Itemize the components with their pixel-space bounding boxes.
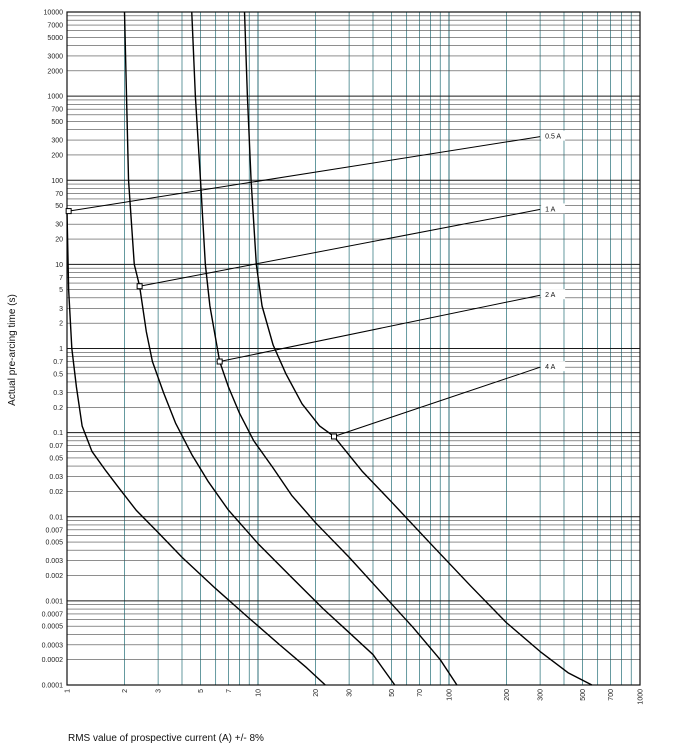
annotation-label: 0.5 A bbox=[545, 134, 561, 141]
x-tick-label: 500 bbox=[580, 689, 587, 701]
x-tick-label: 10 bbox=[256, 689, 263, 697]
annotation-label-bg bbox=[541, 361, 566, 372]
y-tick-label: 0.03 bbox=[49, 474, 63, 481]
x-tick-label: 70 bbox=[417, 689, 424, 697]
y-tick-label: 0.5 bbox=[53, 371, 63, 378]
y-tick-label: 7 bbox=[59, 275, 63, 282]
y-tick-label: 20 bbox=[55, 237, 63, 244]
y-tick-label: 5 bbox=[59, 287, 63, 294]
annotation-label-bg bbox=[541, 130, 566, 141]
x-tick-label: 5 bbox=[198, 689, 205, 693]
y-tick-label: 0.2 bbox=[53, 405, 63, 412]
curves bbox=[66, 11, 593, 686]
y-tick-label: 3 bbox=[59, 306, 63, 313]
y-tick-label: 0.0007 bbox=[42, 611, 64, 618]
x-tick-label: 1 bbox=[65, 689, 72, 693]
x-tick-label: 300 bbox=[538, 689, 545, 701]
tick-labels: 1000070005000300020001000700500300200100… bbox=[42, 10, 645, 705]
y-tick-label: 0.0002 bbox=[42, 657, 64, 664]
y-tick-label: 0.02 bbox=[49, 489, 63, 496]
y-tick-label: 0.07 bbox=[49, 443, 63, 450]
y-tick-label: 700 bbox=[51, 107, 63, 114]
plot-frame bbox=[66, 11, 641, 686]
x-tick-label: 30 bbox=[347, 689, 354, 697]
x-tick-label: 20 bbox=[313, 689, 320, 697]
annotation-label: 4 A bbox=[545, 364, 555, 371]
annotation-marker bbox=[136, 283, 143, 290]
y-tick-label: 0.1 bbox=[53, 430, 63, 437]
annotation-marker bbox=[331, 433, 338, 440]
annotation-leader bbox=[333, 366, 541, 437]
x-axis-label: RMS value of prospective current (A) +/-… bbox=[68, 733, 264, 744]
y-tick-label: 300 bbox=[51, 138, 63, 145]
y-tick-label: 0.001 bbox=[45, 598, 63, 605]
x-tick-label: 100 bbox=[447, 689, 454, 701]
x-tick-label: 7 bbox=[226, 689, 233, 693]
y-tick-label: 0.005 bbox=[45, 540, 63, 547]
annotation-label: 2 A bbox=[545, 292, 555, 299]
annotation-marker bbox=[216, 358, 223, 365]
y-tick-label: 0.05 bbox=[49, 455, 63, 462]
y-tick-label: 2000 bbox=[47, 68, 63, 75]
y-tick-label: 5000 bbox=[47, 35, 63, 42]
annotation-leader bbox=[68, 136, 541, 212]
series-line-0-5-a bbox=[66, 211, 326, 686]
annotation-label: 1 A bbox=[545, 206, 555, 213]
series-line-4-a bbox=[243, 11, 593, 686]
annotations: 0.5 A 1 A 2 A 4 A bbox=[65, 130, 566, 440]
y-tick-label: 70 bbox=[55, 191, 63, 198]
x-tick-label: 2 bbox=[122, 689, 129, 693]
x-tick-label: 50 bbox=[389, 689, 396, 697]
annotation-leader bbox=[139, 208, 541, 287]
y-tick-label: 0.003 bbox=[45, 558, 63, 565]
y-tick-label: 1000 bbox=[47, 94, 63, 101]
y-tick-label: 10 bbox=[55, 262, 63, 269]
grid bbox=[66, 12, 640, 686]
y-tick-label: 50 bbox=[55, 203, 63, 210]
y-tick-label: 0.0005 bbox=[42, 624, 64, 631]
annotation-marker bbox=[65, 208, 72, 215]
series-line-2-a bbox=[191, 11, 458, 686]
annotation-label-bg bbox=[541, 203, 566, 214]
y-tick-label: 0.3 bbox=[53, 390, 63, 397]
x-tick-label: 1000 bbox=[638, 689, 645, 705]
y-tick-label: 30 bbox=[55, 222, 63, 229]
y-tick-label: 500 bbox=[51, 119, 63, 126]
annotation-leader bbox=[219, 294, 541, 363]
y-axis-label: Actual pre-arcing time (s) bbox=[7, 294, 18, 406]
x-tick-label: 700 bbox=[608, 689, 615, 701]
y-tick-label: 0.002 bbox=[45, 573, 63, 580]
y-tick-label: 200 bbox=[51, 152, 63, 159]
y-tick-label: 0.0001 bbox=[42, 683, 64, 690]
y-tick-label: 0.007 bbox=[45, 527, 63, 534]
y-tick-label: 100 bbox=[51, 178, 63, 185]
y-tick-label: 2 bbox=[59, 321, 63, 328]
y-tick-label: 3000 bbox=[47, 53, 63, 60]
plot-border bbox=[66, 11, 641, 686]
annotation-label-bg bbox=[541, 289, 566, 300]
x-tick-label: 200 bbox=[504, 689, 511, 701]
series-line-1-a bbox=[123, 11, 396, 686]
y-tick-label: 1 bbox=[59, 346, 63, 353]
y-tick-label: 7000 bbox=[47, 23, 63, 30]
y-tick-label: 0.01 bbox=[49, 514, 63, 521]
x-tick-label: 3 bbox=[156, 689, 163, 693]
y-tick-label: 0.7 bbox=[53, 359, 63, 366]
y-tick-label: 0.0003 bbox=[42, 642, 64, 649]
y-tick-label: 10000 bbox=[44, 10, 64, 17]
